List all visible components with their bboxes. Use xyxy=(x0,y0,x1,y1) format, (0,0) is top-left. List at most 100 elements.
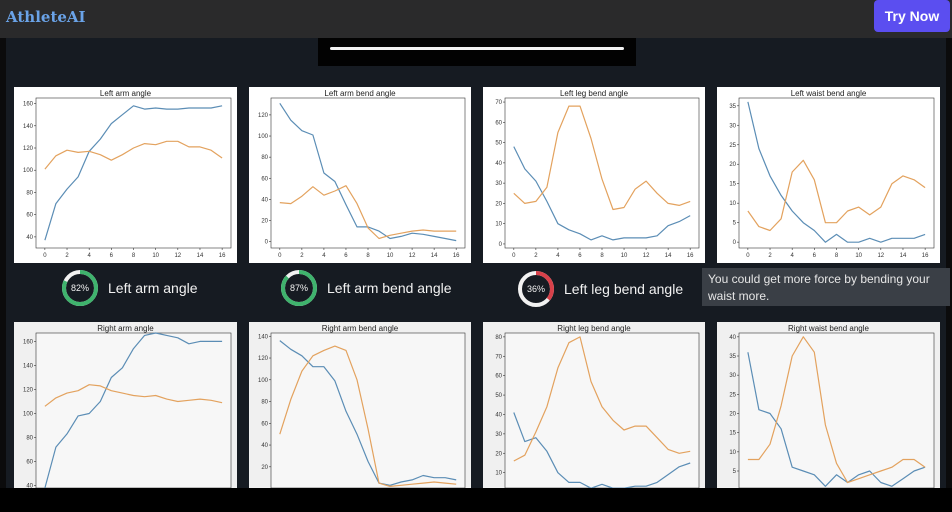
x-tick-label: 10 xyxy=(152,253,159,259)
x-tick-label: 12 xyxy=(409,253,416,259)
x-tick-label: 16 xyxy=(922,253,929,259)
y-tick-label: 100 xyxy=(258,134,269,140)
chart-1: Left arm bend angle 0 20 40 60 80 100 120 0 2 4 6 8 1… xyxy=(249,87,471,263)
y-tick-label: 30 xyxy=(729,123,736,129)
y-tick-label: 60 xyxy=(495,120,502,126)
series-line-blue xyxy=(44,332,223,488)
y-tick-label: 30 xyxy=(495,432,502,438)
chart-svg: Left leg bend angle 0 10 20 30 40 50 60 70 0 2 4 6 8 1… xyxy=(495,89,700,259)
y-tick-label: 40 xyxy=(26,235,33,241)
x-tick-label: 6 xyxy=(578,253,582,259)
y-tick-label: 60 xyxy=(495,374,502,380)
y-tick-label: 140 xyxy=(23,124,34,130)
y-tick-label: 80 xyxy=(261,400,268,406)
x-tick-label: 2 xyxy=(65,253,69,259)
score-arc xyxy=(62,270,98,306)
plot-frame xyxy=(270,97,466,249)
y-tick-label: 120 xyxy=(258,113,269,119)
score-percent: 82% xyxy=(71,283,89,293)
score-ring: 82% xyxy=(62,270,98,306)
y-tick-label: 40 xyxy=(495,161,502,167)
series-line-orange xyxy=(747,159,926,232)
series-line-blue xyxy=(747,352,926,487)
x-tick-label: 0 xyxy=(278,253,282,259)
top-navbar: AthleteAI Try Now xyxy=(0,0,952,38)
bottom-bar xyxy=(0,488,952,512)
chart-6: Right leg bend angle 10 20 30 40 50 60 70 80 xyxy=(483,322,705,488)
try-now-button[interactable]: Try Now xyxy=(874,0,950,32)
chart-title: Left waist bend angle xyxy=(791,89,867,98)
chart-title: Left arm bend angle xyxy=(324,89,396,98)
y-tick-label: 80 xyxy=(495,335,502,341)
plot-frame xyxy=(504,332,700,488)
chart-title: Right waist bend angle xyxy=(788,324,869,333)
x-tick-label: 4 xyxy=(88,253,92,259)
y-tick-label: 20 xyxy=(261,465,268,471)
x-tick-label: 12 xyxy=(877,253,884,259)
y-tick-label: 50 xyxy=(495,393,502,399)
chart-3: Left waist bend angle 0 5 10 15 20 25 30 35 0 2 4 6 8… xyxy=(717,87,940,263)
series-line-blue xyxy=(747,101,926,243)
y-tick-label: 80 xyxy=(261,155,268,161)
score-arc xyxy=(518,271,554,307)
y-tick-label: 15 xyxy=(729,431,736,437)
series-line-blue xyxy=(513,412,691,488)
x-tick-label: 6 xyxy=(344,253,348,259)
app-logo[interactable]: AthleteAI xyxy=(6,8,86,26)
chart-svg: Right waist bend angle 5 10 15 20 25 30 35 40 xyxy=(729,324,935,488)
x-tick-label: 12 xyxy=(174,253,181,259)
x-tick-label: 2 xyxy=(534,253,538,259)
x-tick-label: 14 xyxy=(665,253,672,259)
series-line-orange xyxy=(279,345,457,487)
chart-title: Left leg bend angle xyxy=(560,89,629,98)
y-tick-label: 20 xyxy=(729,162,736,168)
y-tick-label: 160 xyxy=(23,102,34,108)
y-tick-label: 80 xyxy=(26,436,33,442)
series-line-orange xyxy=(513,336,691,462)
y-tick-label: 0 xyxy=(265,240,269,246)
x-tick-label: 16 xyxy=(453,253,460,259)
score-badge: 82% Left arm angle xyxy=(61,269,198,307)
y-tick-label: 140 xyxy=(23,363,34,369)
score-label: Left arm bend angle xyxy=(327,280,452,296)
x-tick-label: 0 xyxy=(746,253,750,259)
x-tick-label: 12 xyxy=(643,253,650,259)
series-line-blue xyxy=(513,146,691,241)
score-badge: 87% Left arm bend angle xyxy=(280,269,452,307)
tooltip-waist-advice: You could get more force by bending your… xyxy=(702,268,950,306)
chart-svg: Right leg bend angle 10 20 30 40 50 60 70 80 xyxy=(495,324,700,488)
y-tick-label: 0 xyxy=(499,242,503,248)
y-tick-label: 100 xyxy=(258,378,269,384)
video-player[interactable] xyxy=(318,38,636,66)
y-tick-label: 70 xyxy=(495,100,502,106)
series-line-orange xyxy=(44,384,223,407)
y-tick-label: 35 xyxy=(729,354,736,360)
y-tick-label: 40 xyxy=(729,335,736,341)
x-tick-label: 6 xyxy=(813,253,817,259)
y-tick-label: 70 xyxy=(495,354,502,360)
score-ring: 87% xyxy=(281,270,317,306)
x-tick-label: 0 xyxy=(512,253,516,259)
plot-frame xyxy=(35,97,232,249)
chart-svg: Left arm bend angle 0 20 40 60 80 100 120 0 2 4 6 8 1… xyxy=(258,89,466,259)
y-tick-label: 140 xyxy=(258,334,269,340)
y-tick-label: 40 xyxy=(261,443,268,449)
y-tick-label: 10 xyxy=(495,471,502,477)
video-progress-bar[interactable] xyxy=(330,47,624,50)
chart-title: Right arm bend angle xyxy=(322,324,399,333)
y-tick-label: 60 xyxy=(26,213,33,219)
y-tick-label: 10 xyxy=(729,450,736,456)
series-line-orange xyxy=(279,185,457,240)
y-tick-label: 20 xyxy=(729,412,736,418)
x-tick-label: 8 xyxy=(600,253,604,259)
plot-frame xyxy=(270,332,466,488)
y-tick-label: 5 xyxy=(733,469,737,475)
score-percent: 36% xyxy=(527,284,545,294)
series-line-orange xyxy=(44,140,223,170)
y-tick-label: 120 xyxy=(23,387,34,393)
x-tick-label: 14 xyxy=(900,253,907,259)
chart-svg: Left waist bend angle 0 5 10 15 20 25 30 35 0 2 4 6 8… xyxy=(729,89,935,259)
y-tick-label: 160 xyxy=(23,339,34,345)
y-tick-label: 40 xyxy=(26,484,33,488)
series-line-orange xyxy=(513,105,691,211)
